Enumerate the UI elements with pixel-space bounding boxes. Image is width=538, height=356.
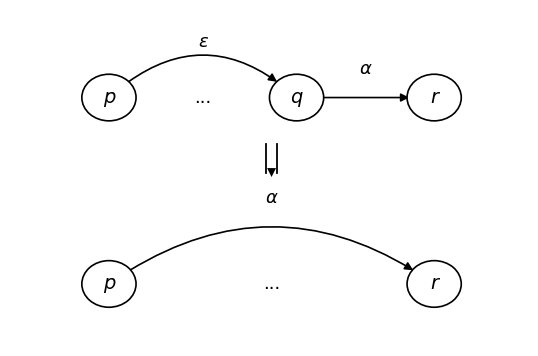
Text: r: r bbox=[430, 88, 438, 107]
Text: ...: ... bbox=[263, 275, 280, 293]
Text: p: p bbox=[103, 274, 115, 293]
Text: q: q bbox=[291, 88, 303, 107]
FancyArrowPatch shape bbox=[129, 55, 275, 82]
Text: p: p bbox=[103, 88, 115, 107]
FancyArrowPatch shape bbox=[130, 227, 412, 270]
Text: ε: ε bbox=[198, 33, 208, 51]
Ellipse shape bbox=[407, 261, 461, 307]
Ellipse shape bbox=[82, 261, 136, 307]
Text: α: α bbox=[266, 189, 278, 207]
Text: α: α bbox=[359, 61, 371, 78]
Ellipse shape bbox=[407, 74, 461, 121]
Ellipse shape bbox=[82, 74, 136, 121]
Text: r: r bbox=[430, 274, 438, 293]
FancyArrowPatch shape bbox=[322, 94, 407, 101]
Ellipse shape bbox=[270, 74, 324, 121]
Text: ...: ... bbox=[194, 89, 211, 106]
